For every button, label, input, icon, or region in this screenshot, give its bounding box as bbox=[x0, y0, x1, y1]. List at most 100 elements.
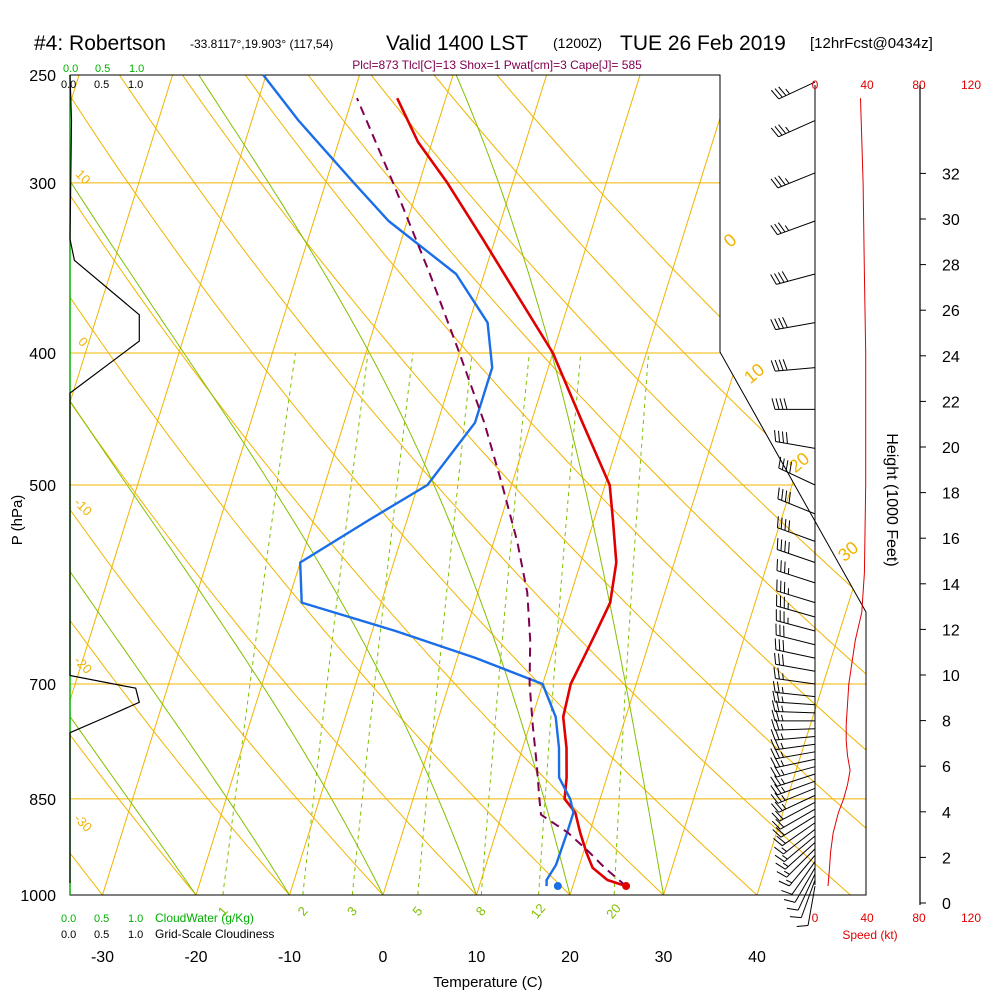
wind-barb bbox=[770, 780, 816, 796]
wind-barb bbox=[776, 538, 816, 563]
height-tick-label: 10 bbox=[942, 668, 960, 685]
dry-adiabat-line bbox=[0, 75, 9, 895]
mixing-ratio-line bbox=[351, 352, 414, 895]
x-tick-label: 20 bbox=[561, 949, 579, 966]
dry-adiabat-line bbox=[70, 75, 384, 895]
y-tick-label: 700 bbox=[29, 677, 56, 694]
wind-speed-line bbox=[827, 98, 867, 887]
title-date: TUE 26 Feb 2019 bbox=[620, 32, 786, 55]
height-tick-label: 20 bbox=[942, 440, 960, 457]
height-tick-label: 0 bbox=[942, 896, 951, 913]
wind-barb bbox=[771, 718, 816, 731]
isotherm-line bbox=[70, 75, 174, 895]
y-tick-label: 850 bbox=[29, 792, 56, 809]
wind-barb bbox=[778, 854, 816, 887]
height-tick-label: 26 bbox=[942, 303, 960, 320]
mixing-ratio-line bbox=[222, 352, 296, 895]
wind-barb bbox=[774, 835, 816, 863]
title-forecast: [12hrFcst@0434z] bbox=[810, 35, 933, 52]
wind-barb bbox=[770, 271, 816, 285]
dry-adiabat-line bbox=[70, 75, 290, 895]
cloudiness-tick-bottom-0: 0.0 bbox=[61, 929, 76, 941]
height-tick-label: 18 bbox=[942, 486, 960, 503]
mixing-ratio-label: 20 bbox=[603, 901, 624, 922]
wind-barb bbox=[770, 120, 816, 138]
cloud-water-tick-top-2: 1.0 bbox=[129, 63, 144, 75]
cloud-water-tick-top-1: 0.5 bbox=[95, 63, 110, 75]
dry-adiabat-line bbox=[496, 75, 866, 895]
height-tick-label: 24 bbox=[942, 349, 960, 366]
wind-barb bbox=[771, 808, 816, 830]
dry-adiabat-line bbox=[244, 75, 866, 895]
wind-barb bbox=[770, 317, 816, 331]
wind-barb bbox=[775, 842, 816, 870]
cloud-water-tick-bottom-2: 1.0 bbox=[128, 913, 143, 925]
dry-adiabat-line bbox=[370, 75, 866, 895]
moist-adiabat-line bbox=[70, 75, 197, 895]
wind-barb bbox=[778, 456, 816, 486]
height-tick-label: 30 bbox=[942, 212, 960, 229]
theta-label-right: 30 bbox=[834, 537, 862, 565]
surface-dewpoint-dot bbox=[553, 882, 562, 891]
dry-adiabat-line bbox=[70, 75, 477, 895]
x-tick-label: 10 bbox=[468, 949, 486, 966]
speed-tick-label-bottom: 80 bbox=[912, 911, 926, 925]
y-tick-label: 250 bbox=[29, 68, 56, 85]
mixing-ratio-label: 3 bbox=[344, 903, 360, 918]
cloudiness-tick-top-0: 0.0 bbox=[61, 79, 76, 91]
height-axis-label: Height (1000 Feet) bbox=[883, 433, 900, 566]
x-tick-label: 40 bbox=[748, 949, 766, 966]
wind-barb bbox=[770, 738, 816, 751]
height-tick-label: 16 bbox=[942, 531, 960, 548]
dry-adiabat-line bbox=[118, 75, 851, 895]
x-tick-label: -10 bbox=[278, 949, 301, 966]
x-tick-label: 0 bbox=[379, 949, 388, 966]
isobar-lines bbox=[70, 74, 866, 896]
mixing-ratio-line bbox=[613, 352, 650, 895]
dry-adiabat-line bbox=[70, 75, 758, 895]
speed-tick-label-bottom: 120 bbox=[961, 911, 981, 925]
speed-tick-label-bottom: 40 bbox=[860, 911, 874, 925]
speed-tick-label-top: 40 bbox=[860, 78, 874, 92]
theta-label-right: 0 bbox=[720, 230, 741, 252]
speed-tick-label-top: 120 bbox=[961, 78, 981, 92]
speed-tick-label-bottom: 0 bbox=[812, 911, 819, 925]
title-station: #4: Robertson bbox=[34, 32, 166, 55]
sounding-curves bbox=[262, 74, 631, 891]
wind-barb bbox=[772, 681, 816, 698]
cloud-water-tick-bottom-1: 0.5 bbox=[94, 913, 109, 925]
wind-barb bbox=[772, 690, 816, 706]
x-tick-label: -30 bbox=[91, 949, 114, 966]
wind-barb bbox=[781, 861, 816, 895]
cloud-water-tick-bottom-0: 0.0 bbox=[61, 913, 76, 925]
wind-barb bbox=[771, 801, 816, 822]
mixing-ratio-line bbox=[302, 352, 369, 895]
sounding-params: Plcl=873 Tlcl[C]=13 Shox=1 Pwat[cm]=3 Ca… bbox=[352, 58, 642, 72]
speed-axis-label: Speed (kt) bbox=[842, 928, 897, 942]
title-coords: -33.8117°,19.903° (117,54) bbox=[190, 37, 333, 51]
dry-adiabat-line bbox=[433, 75, 866, 895]
mixing-ratio-lines bbox=[222, 352, 650, 895]
cloud-water-label: CloudWater (g/Kg) bbox=[155, 911, 254, 925]
wind-barb bbox=[776, 516, 816, 542]
cloudiness-label: Grid-Scale Cloudiness bbox=[155, 927, 274, 941]
theta-label-left: -20 bbox=[71, 653, 95, 677]
wind-barbs bbox=[770, 81, 816, 927]
wind-barb bbox=[770, 773, 816, 787]
moist-adiabat-line bbox=[70, 75, 290, 895]
wind-barb bbox=[773, 667, 816, 685]
wind-barb bbox=[772, 815, 816, 838]
y-tick-label: 400 bbox=[29, 346, 56, 363]
cloudiness-tick-top-1: 0.5 bbox=[94, 79, 109, 91]
wind-barb bbox=[774, 430, 816, 449]
y-tick-label: 1000 bbox=[20, 888, 56, 905]
y-tick-label: 300 bbox=[29, 176, 56, 193]
dewpoint-line bbox=[262, 74, 575, 887]
dry-adiabat-lines bbox=[0, 75, 866, 895]
title-zulu: (1200Z) bbox=[553, 35, 602, 51]
cloud-water-tick-top-0: 0.0 bbox=[63, 63, 78, 75]
title-valid: Valid 1400 LST bbox=[386, 32, 528, 55]
